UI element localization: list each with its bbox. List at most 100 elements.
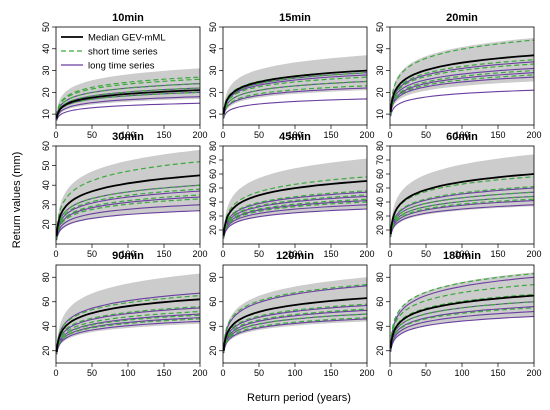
short-series-line-1 (56, 76, 201, 117)
panel-title: 120min (276, 250, 314, 262)
median-series-line-1 (55, 298, 201, 353)
short-series-line-5 (223, 85, 368, 117)
x-tick-label: 150 (323, 130, 338, 140)
y-axis-title: Return values (mm) (11, 152, 23, 249)
panel-90min: 90min 0 50 100 150 200 20 40 60 80 (41, 250, 208, 378)
legend-label-long: long time series (88, 61, 155, 72)
panel-title: 30min (112, 131, 144, 143)
panel-title: 180min (443, 250, 481, 262)
short-series-line-5 (223, 201, 368, 238)
x-tick-label: 50 (87, 249, 97, 259)
short-series-line-4 (390, 70, 535, 115)
y-tick-label: 50 (375, 183, 385, 193)
y-tick-label: 60 (208, 297, 218, 307)
x-tick-label: 200 (192, 130, 207, 140)
panel-title: 45min (279, 131, 311, 143)
short-series-line-5 (223, 317, 368, 353)
x-tick-label: 100 (454, 130, 469, 140)
y-tick-label: 20 (41, 87, 51, 97)
y-tick-label: 40 (41, 321, 51, 331)
y-tick-label: 50 (41, 22, 51, 32)
x-tick-label: 200 (359, 368, 374, 378)
x-tick-label: 0 (387, 130, 392, 140)
x-tick-label: 200 (359, 249, 374, 259)
short-series-line-1 (223, 176, 368, 235)
long-series-line-2 (56, 204, 201, 240)
uncertainty-band (223, 55, 367, 119)
long-series-line-4 (56, 307, 201, 353)
long-series-line-1 (223, 208, 368, 239)
x-tick-label: 50 (421, 249, 431, 259)
short-series-line-5 (390, 198, 535, 237)
panel-30min: 30min 0 50 100 150 200 20 30 40 50 60 (41, 131, 208, 259)
y-tick-label: 20 (375, 225, 385, 235)
x-tick-label: 150 (490, 368, 505, 378)
long-series-line-1 (223, 318, 368, 354)
y-tick-label: 60 (375, 297, 385, 307)
x-tick-label: 50 (421, 368, 431, 378)
panel-180min: 180min 0 50 100 150 200 20 40 60 80 (375, 250, 542, 378)
long-series-line-4 (390, 67, 535, 112)
x-tick-label: 150 (490, 249, 505, 259)
x-tick-label: 150 (490, 130, 505, 140)
short-series-line-4 (223, 80, 368, 116)
long-series-line-5 (223, 285, 368, 350)
long-series-line-3 (223, 200, 368, 238)
long-series-line-2 (390, 311, 535, 351)
x-tick-label: 0 (387, 249, 392, 259)
y-tick-label: 50 (41, 161, 51, 171)
short-series-line-1 (223, 284, 368, 348)
legend-label-short: short time series (88, 47, 158, 58)
x-tick-label: 100 (287, 368, 302, 378)
y-tick-label: 40 (41, 180, 51, 190)
short-series-line-4 (56, 194, 201, 239)
x-tick-label: 0 (220, 368, 225, 378)
x-tick-label: 100 (120, 130, 135, 140)
y-tick-label: 50 (208, 183, 218, 193)
short-series-line-5 (56, 318, 201, 354)
x-tick-label: 50 (254, 368, 264, 378)
y-tick-label: 80 (375, 272, 385, 282)
short-series-line-3 (56, 83, 201, 118)
short-series-line-2 (223, 190, 368, 236)
y-tick-label: 30 (375, 66, 385, 76)
short-series-line-1 (390, 39, 535, 110)
short-series-line-5 (390, 74, 535, 115)
panel-title: 60min (446, 131, 478, 143)
panel-45min: 45min 0 50 100 150 200 20 30 40 50 60 70 80 (208, 131, 375, 259)
x-tick-label: 100 (454, 249, 469, 259)
x-tick-label: 0 (53, 249, 58, 259)
panel-60min: 60min 0 50 100 150 200 20 30 40 50 60 70 80 (375, 131, 542, 259)
short-series-line-4 (223, 313, 368, 352)
long-series-line-3 (223, 309, 368, 353)
x-tick-label: 100 (454, 368, 469, 378)
x-tick-label: 50 (87, 368, 97, 378)
median-series-line-1 (55, 89, 201, 119)
x-tick-label: 50 (87, 130, 97, 140)
legend-label-median: Median GEV-mML (88, 33, 166, 44)
y-tick-label: 50 (375, 22, 385, 32)
panel-15min: 15min 0 50 100 150 200 10 20 30 40 50 (208, 12, 375, 140)
y-tick-label: 30 (208, 211, 218, 221)
x-tick-label: 0 (220, 249, 225, 259)
y-tick-label: 70 (208, 155, 218, 165)
panel-20min: 20min 0 50 100 150 200 10 20 30 40 50 (375, 12, 542, 140)
panel-120min: 120min 0 50 100 150 200 20 40 60 80 (208, 250, 375, 378)
y-tick-label: 20 (41, 346, 51, 356)
x-tick-label: 50 (421, 130, 431, 140)
long-series-line-1 (390, 315, 535, 353)
y-tick-label: 40 (208, 44, 218, 54)
uncertainty-band (56, 273, 201, 356)
short-series-line-3 (390, 63, 535, 112)
x-tick-label: 0 (387, 368, 392, 378)
x-tick-label: 100 (120, 249, 135, 259)
x-tick-label: 0 (53, 130, 58, 140)
long-series-line-5 (390, 276, 535, 348)
long-series-line-3 (390, 72, 535, 115)
x-tick-label: 200 (526, 368, 541, 378)
x-tick-label: 150 (156, 249, 171, 259)
long-series-line-4 (223, 195, 368, 237)
x-axis-title: Return period (years) (247, 392, 351, 404)
x-tick-label: 0 (53, 368, 58, 378)
